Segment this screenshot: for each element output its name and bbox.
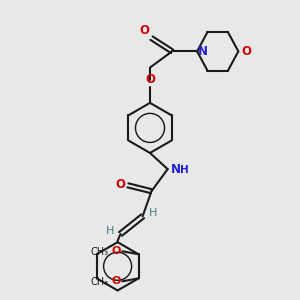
Text: N: N [198, 45, 208, 58]
Text: H: H [106, 226, 114, 236]
Text: O: O [112, 276, 121, 286]
Text: O: O [112, 246, 121, 256]
Text: O: O [145, 73, 155, 85]
Text: N: N [171, 163, 181, 176]
Text: H: H [149, 208, 158, 218]
Text: O: O [139, 24, 149, 37]
Text: H: H [180, 165, 189, 175]
Text: O: O [242, 45, 252, 58]
Text: O: O [115, 178, 125, 191]
Text: CH₃: CH₃ [91, 247, 109, 257]
Text: CH₃: CH₃ [91, 277, 109, 287]
